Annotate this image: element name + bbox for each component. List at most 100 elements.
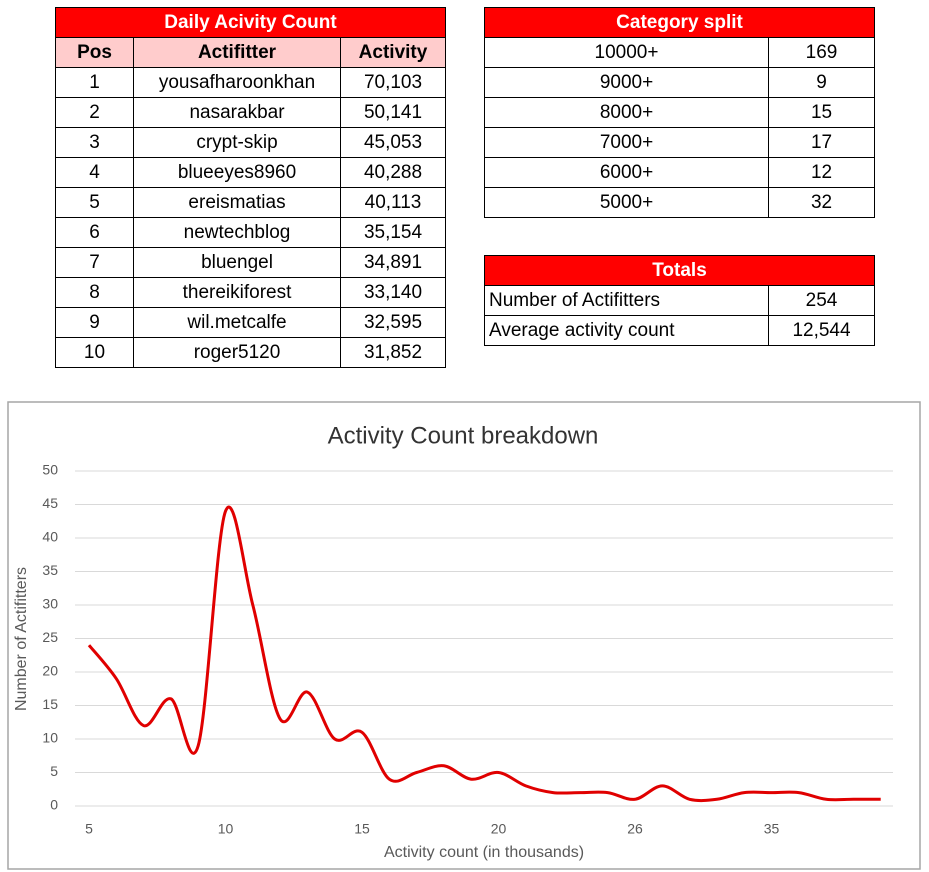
- table-row: 6 newtechblog 35,154: [55, 217, 446, 248]
- table-cell: 12: [767, 157, 876, 188]
- table-cell: 35,154: [340, 217, 446, 248]
- table-cell: 6: [55, 217, 134, 248]
- y-tick-label: 30: [42, 596, 58, 612]
- table-cell: 9000+: [484, 67, 769, 98]
- table-row: 5 ereismatias 40,113: [55, 187, 446, 218]
- table-cell: 3: [55, 127, 134, 158]
- table-cell: 17: [767, 127, 876, 158]
- table-cell: 8000+: [484, 97, 769, 128]
- table-cell: 40,288: [340, 157, 446, 188]
- table-row: 10 roger5120 31,852: [55, 337, 446, 368]
- table-cell: 10000+: [484, 37, 769, 68]
- table-cell: roger5120: [133, 337, 341, 368]
- table-title: Daily Acivity Count: [55, 7, 446, 38]
- table-cell: bluengel: [133, 247, 341, 278]
- table-cell: 40,113: [340, 187, 446, 218]
- table-cell: 169: [767, 37, 876, 68]
- table-cell: 10: [55, 337, 134, 368]
- line-series: [87, 505, 881, 803]
- x-tick-label: 10: [218, 821, 234, 837]
- y-tick-label: 5: [50, 763, 58, 779]
- table-title: Totals: [483, 255, 876, 286]
- table-row: Daily Acivity Count: [55, 7, 446, 38]
- table-cell: ereismatias: [133, 187, 341, 218]
- table-row: 9000+ 9: [484, 67, 876, 98]
- table-cell: 15: [767, 97, 876, 128]
- table-cell: 32,595: [340, 307, 446, 338]
- table-cell: 9: [767, 67, 876, 98]
- table-cell: 7000+: [484, 127, 769, 158]
- table-cell: 5000+: [484, 187, 769, 218]
- category-split-table: Category split 10000+ 169 9000+ 9 8000+ 15 7000…: [483, 7, 876, 218]
- table-cell: 31,852: [340, 337, 446, 368]
- table-cell: Average activity count: [484, 315, 769, 346]
- y-tick-label: 15: [42, 696, 58, 712]
- y-axis-label: Number of Actifitters: [13, 567, 30, 711]
- table-cell: newtechblog: [133, 217, 341, 248]
- leaderboard-table: Daily Acivity Count Pos Actifitter Activity…: [55, 7, 446, 368]
- table-cell: 50,141: [340, 97, 446, 128]
- table-cell: wil.metcalfe: [133, 307, 341, 338]
- table-cell: nasarakbar: [133, 97, 341, 128]
- table-row: Totals: [483, 255, 876, 286]
- table-row: Category split: [483, 7, 876, 38]
- chart-frame: [7, 401, 921, 870]
- y-tick-label: 45: [42, 495, 58, 511]
- table-row: 2 nasarakbar 50,141: [55, 97, 446, 128]
- table-cell: 34,891: [340, 247, 446, 278]
- table-row: 6000+ 12: [484, 157, 876, 188]
- y-tick-label: 40: [42, 529, 58, 545]
- x-tick-label: 5: [85, 821, 93, 837]
- table-row: Average activity count 12,544: [484, 315, 876, 346]
- table-row: 7 bluengel 34,891: [55, 247, 446, 278]
- table-row: 9 wil.metcalfe 32,595: [55, 307, 446, 338]
- table-cell: 1: [55, 67, 134, 98]
- table-row: 8 thereikiforest 33,140: [55, 277, 446, 308]
- y-tick-label: 0: [50, 797, 58, 813]
- table-cell: thereikiforest: [133, 277, 341, 308]
- table-cell: 5: [55, 187, 134, 218]
- table-row: 8000+ 15: [484, 97, 876, 128]
- table-cell: blueeyes8960: [133, 157, 341, 188]
- table-row: 3 crypt-skip 45,053: [55, 127, 446, 158]
- x-tick-label: 35: [764, 821, 780, 837]
- table-cell: 9: [55, 307, 134, 338]
- x-tick-label: 20: [491, 821, 507, 837]
- table-title: Category split: [483, 7, 876, 38]
- table-cell: 7: [55, 247, 134, 278]
- x-tick-label: 15: [354, 821, 370, 837]
- table-row: 7000+ 17: [484, 127, 876, 158]
- table-cell: 45,053: [340, 127, 446, 158]
- table-cell: Number of Actifitters: [484, 285, 769, 316]
- y-tick-label: 25: [42, 629, 58, 645]
- table-cell: crypt-skip: [133, 127, 341, 158]
- table-cell: 33,140: [340, 277, 446, 308]
- column-header: Activity: [340, 37, 446, 68]
- column-header: Actifitter: [133, 37, 341, 68]
- chart-title: Activity Count breakdown: [328, 422, 599, 449]
- column-header: Pos: [55, 37, 134, 68]
- table-cell: yousafharoonkhan: [133, 67, 341, 98]
- table-row: 1 yousafharoonkhan 70,103: [55, 67, 446, 98]
- y-tick-label: 35: [42, 562, 58, 578]
- y-tick-label: 10: [42, 730, 58, 746]
- table-row: Number of Actifitters 254: [484, 285, 876, 316]
- table-row: 10000+ 169: [484, 37, 876, 68]
- table-row: 4 blueeyes8960 40,288: [55, 157, 446, 188]
- table-cell: 254: [767, 285, 876, 316]
- y-tick-label: 50: [42, 462, 58, 478]
- table-row: Pos Actifitter Activity: [55, 37, 446, 68]
- x-tick-label: 26: [627, 821, 643, 837]
- table-cell: 4: [55, 157, 134, 188]
- table-cell: 2: [55, 97, 134, 128]
- table-row: 5000+ 32: [484, 187, 876, 218]
- table-cell: 6000+: [484, 157, 769, 188]
- table-cell: 70,103: [340, 67, 446, 98]
- x-axis-label: Activity count (in thousands): [384, 844, 584, 861]
- totals-table: Totals Number of Actifitters 254 Average ac…: [483, 255, 876, 346]
- table-cell: 32: [767, 187, 876, 218]
- table-cell: 12,544: [767, 315, 876, 346]
- y-tick-label: 20: [42, 663, 58, 679]
